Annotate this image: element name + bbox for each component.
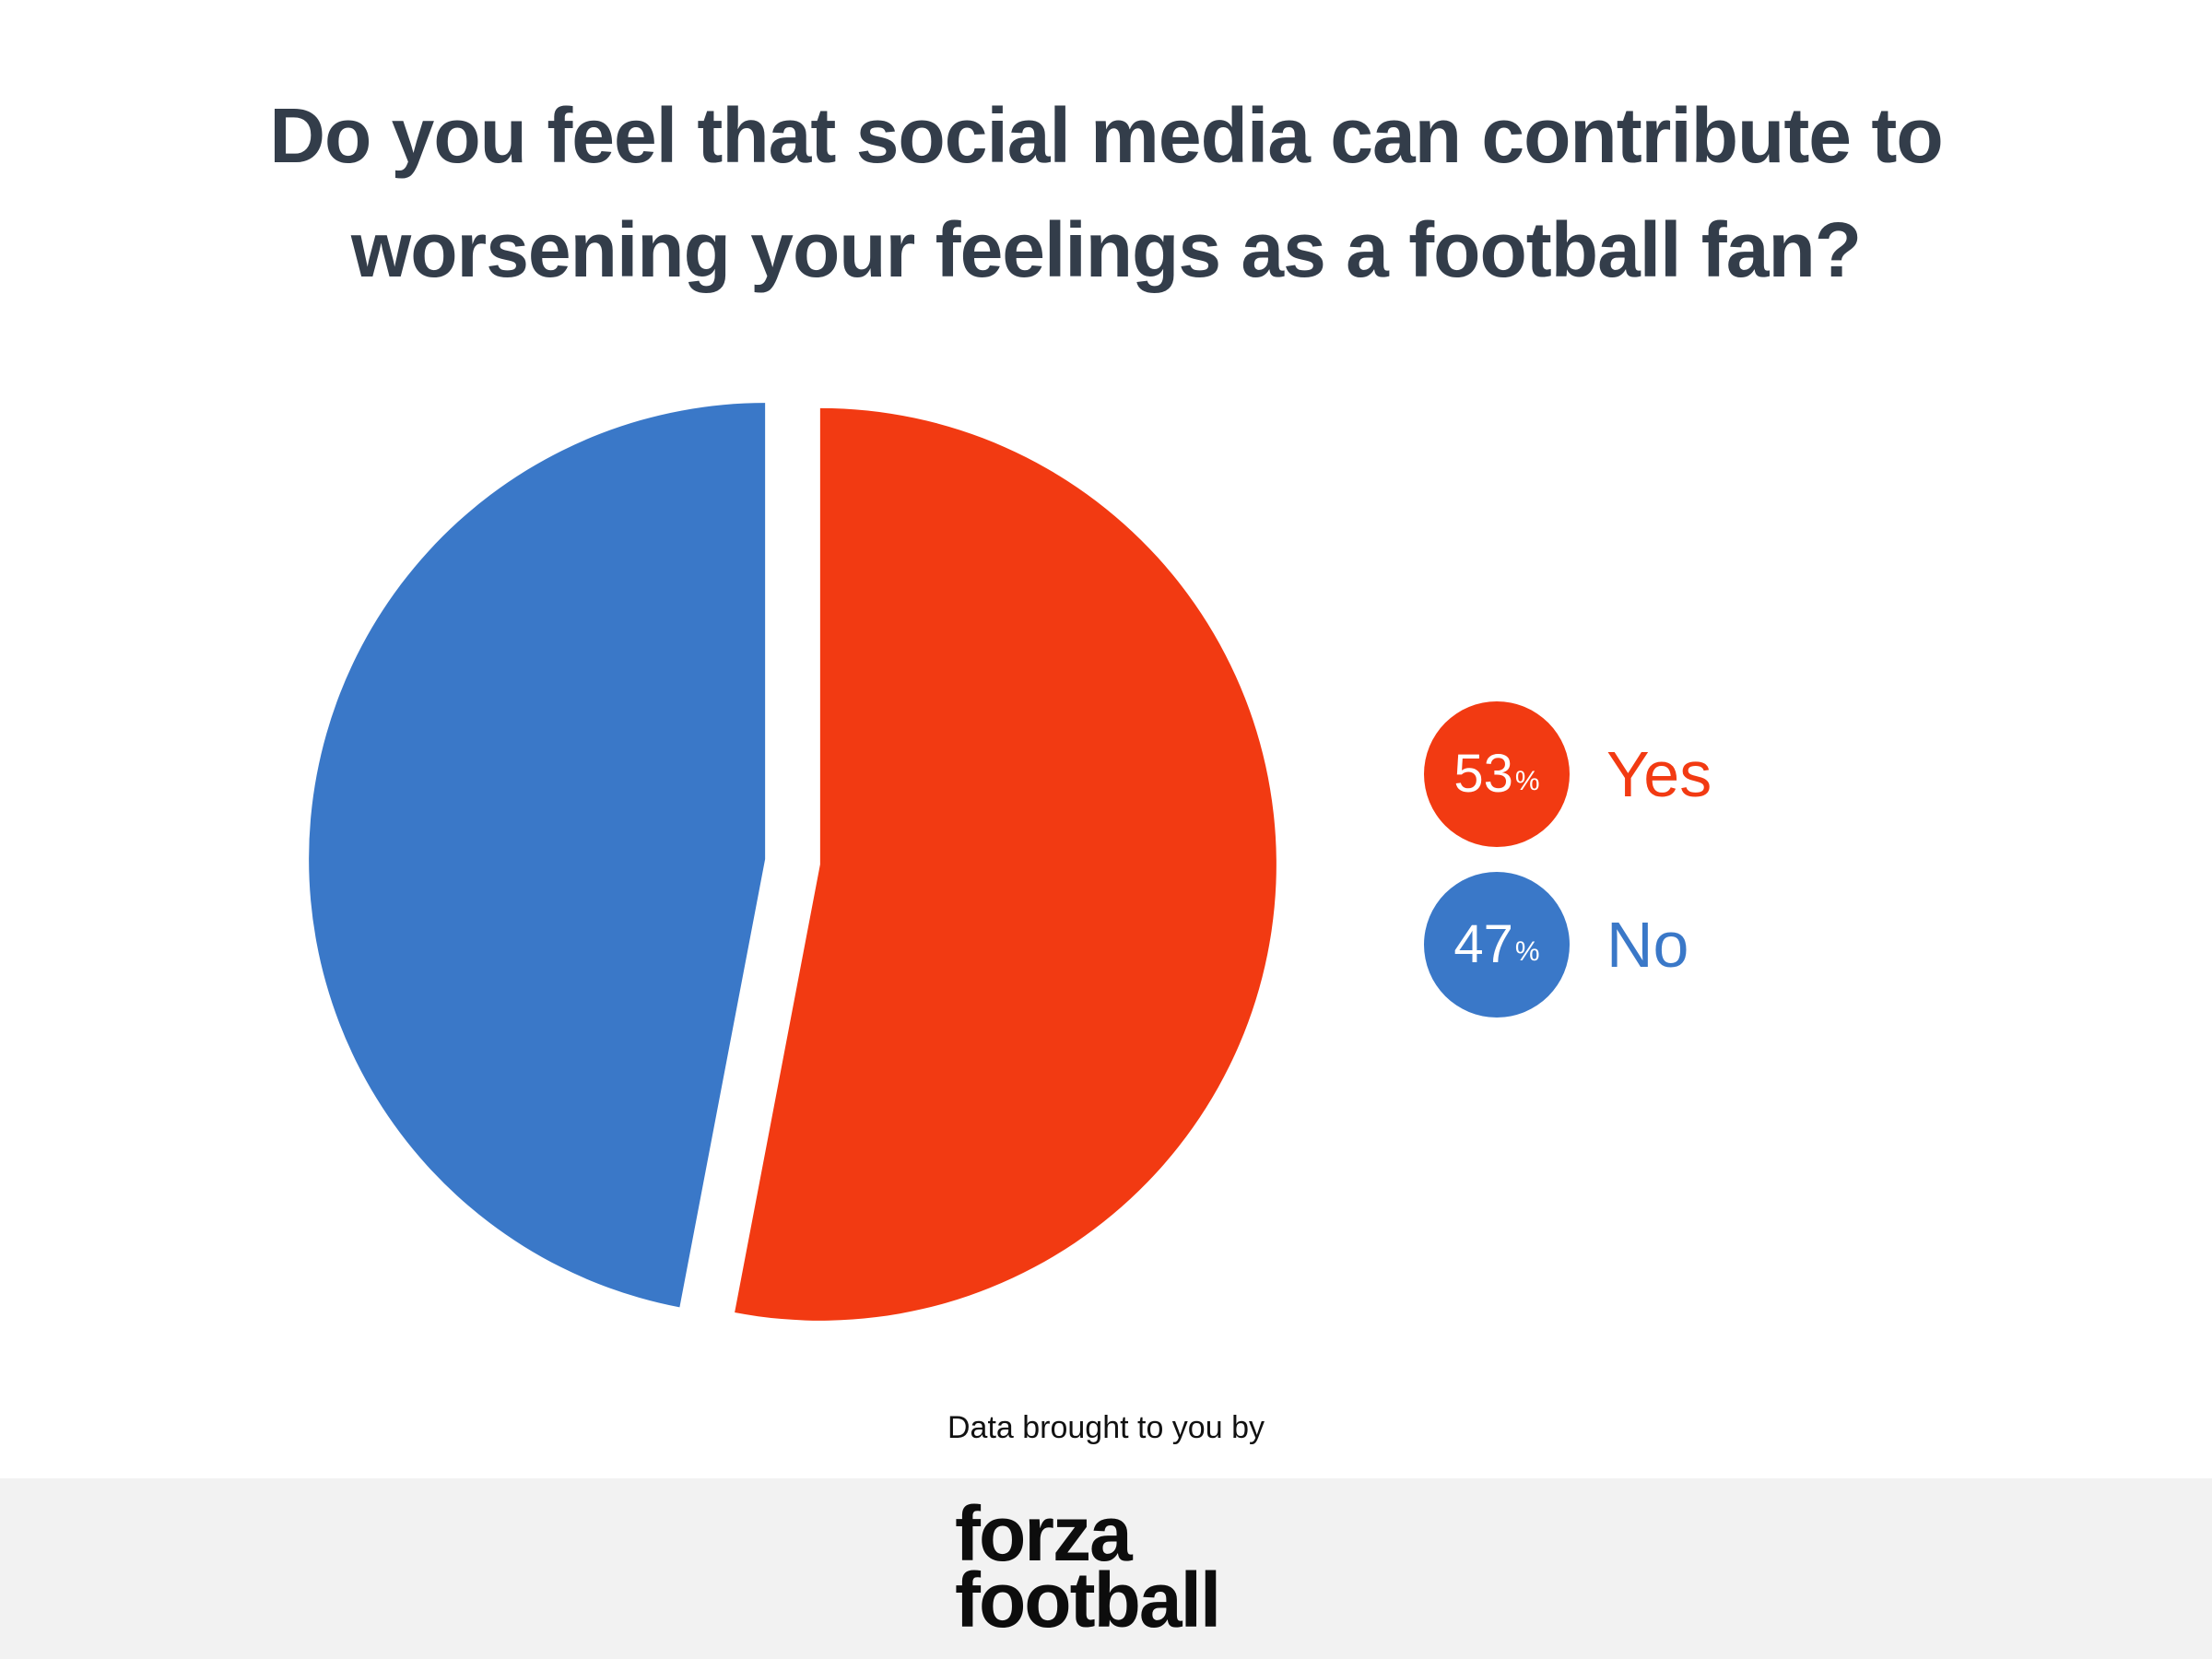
legend-value-yes: 53 <box>1453 744 1513 804</box>
pie-slice-no <box>309 403 766 1308</box>
chart-title-line-2: worsening your feelings as a football fa… <box>350 206 1862 293</box>
legend-label-no: No <box>1606 909 1689 981</box>
legend-badge-yes: 53 % <box>1424 701 1570 847</box>
logo-line-1: forza <box>955 1490 1133 1577</box>
chart-title-line-1: Do you feel that social media can contri… <box>269 92 1943 179</box>
legend-item-no: 47 % No <box>1424 871 1688 1018</box>
footer-bar: forza football <box>0 1478 2212 1659</box>
legend-unit-no: % <box>1514 936 1540 967</box>
data-credit: Data brought to you by <box>947 1410 1265 1445</box>
legend-item-yes: 53 % Yes <box>1424 700 1712 848</box>
legend-label-yes: Yes <box>1606 738 1712 810</box>
chart-title: Do you feel that social media can contri… <box>0 78 2212 307</box>
pie-slice-yes <box>735 407 1277 1321</box>
legend-badge-no: 47 % <box>1424 872 1570 1018</box>
logo-line-2: football <box>955 1557 1221 1643</box>
legend-unit-yes: % <box>1514 766 1540 796</box>
legend-value-no: 47 <box>1453 914 1513 974</box>
forza-football-logo: forza football <box>955 1490 1221 1643</box>
